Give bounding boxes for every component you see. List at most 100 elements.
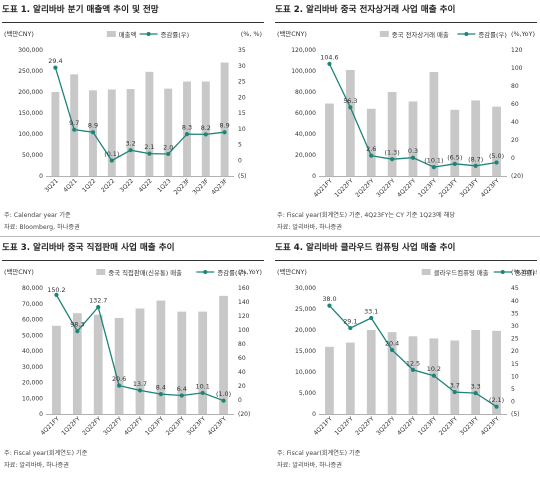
growth-point xyxy=(75,329,80,334)
y-axis-left-label: (백만CNY) xyxy=(4,29,34,38)
data-label: (5.0) xyxy=(489,152,504,160)
chart-svg: (백만CNY) (%,YoY) 중국 전자상거래 매출 증감률(우) 0 20,000 40… xyxy=(277,29,535,199)
y-tick-right: 140 xyxy=(238,299,250,306)
bar xyxy=(201,81,210,176)
y-axis-left-label: (백만CNY) xyxy=(277,267,307,276)
legend-bar-swatch xyxy=(421,269,431,275)
y-tick-right: 5 xyxy=(238,142,242,149)
x-tick-label: 2Q23F xyxy=(173,177,192,196)
y-tick-left: 30,000 xyxy=(22,364,43,371)
data-label: (2.1) xyxy=(489,396,504,404)
y-tick-left: 120,000 xyxy=(291,47,316,54)
growth-point xyxy=(494,404,499,409)
y-tick-right: (20) xyxy=(511,173,523,180)
legend-line-marker xyxy=(500,270,505,274)
bar xyxy=(492,106,501,176)
title-divider xyxy=(275,22,537,23)
growth-point xyxy=(137,388,143,393)
y-tick-right: 10 xyxy=(238,126,246,133)
x-tick-label: 2Q23FY xyxy=(438,177,460,199)
x-tick-label: 4Q21FY xyxy=(312,415,334,437)
legend-bar-swatch xyxy=(379,31,389,37)
y-tick-left: 0 xyxy=(312,173,316,180)
y-tick-right: 20 xyxy=(238,383,246,390)
y-tick-left: 250,000 xyxy=(18,68,43,75)
y-tick-right: 40 xyxy=(511,298,519,305)
bar xyxy=(408,101,418,176)
growth-point xyxy=(327,61,332,66)
growth-point xyxy=(221,398,226,403)
bar xyxy=(177,311,187,414)
bar xyxy=(145,71,154,176)
growth-point xyxy=(117,383,122,388)
bar xyxy=(52,325,61,414)
y-tick-right: 25 xyxy=(511,336,519,343)
x-tick-label: 2Q22FY xyxy=(81,415,103,437)
growth-point xyxy=(473,163,478,168)
x-tick-label: 4Q22FY xyxy=(396,415,418,437)
chart-svg: (백만CNY) (%, %) 매출액 증감률(우) 0 50,000 100,000 150,… xyxy=(4,29,262,196)
data-label: 38.0 xyxy=(322,295,336,303)
y-tick-right: 40 xyxy=(238,369,246,376)
y-tick-left: 50,000 xyxy=(22,332,43,339)
legend-line-marker xyxy=(146,32,151,36)
growth-point xyxy=(96,305,101,310)
section-divider xyxy=(0,236,540,237)
data-label: 2.0 xyxy=(163,143,173,151)
title-divider xyxy=(2,260,264,261)
x-tick-label: 3Q23FY xyxy=(459,415,481,437)
y-tick-left: 40,000 xyxy=(295,131,316,138)
data-label: 10.2 xyxy=(427,365,441,373)
x-tick-label: 4Q23FY xyxy=(207,415,229,437)
y-tick-left: 200,000 xyxy=(18,89,43,96)
y-tick-right: 35 xyxy=(238,47,246,54)
data-label: 8.9 xyxy=(88,122,98,130)
growth-point xyxy=(369,153,374,158)
chart-title: 도표 1. 알리바바 분기 매출액 추이 및 전망 xyxy=(2,5,159,15)
data-label: 12.5 xyxy=(406,359,420,367)
y-tick-right: 100 xyxy=(238,327,250,334)
y-tick-left: 50,000 xyxy=(22,152,43,159)
bar xyxy=(345,342,355,414)
x-tick-label: 3Q22 xyxy=(119,177,136,194)
data-label: 98.3 xyxy=(70,321,84,329)
y-tick-right: 160 xyxy=(238,285,250,292)
data-label: 2.1 xyxy=(144,143,154,151)
bar xyxy=(387,332,397,414)
data-label: 8.4 xyxy=(156,384,166,392)
bar xyxy=(107,89,116,176)
growth-point xyxy=(390,347,395,353)
data-label: 13.7 xyxy=(133,380,147,388)
x-tick-label: 4Q21 xyxy=(62,177,79,194)
y-tick-left: 100,000 xyxy=(291,68,316,75)
y-tick-left: 15,000 xyxy=(295,348,316,355)
bar xyxy=(51,92,60,176)
data-label: (0.1) xyxy=(104,150,119,158)
growth-point xyxy=(53,65,58,70)
growth-point xyxy=(327,303,332,308)
legend-line-marker xyxy=(464,32,469,36)
chart-title: 도표 4. 알리바바 클라우드 컴퓨팅 사업 매출 추이 xyxy=(275,243,456,253)
growth-point xyxy=(369,315,374,321)
x-tick-label: 3Q23FY xyxy=(459,177,481,199)
data-label: 10.1 xyxy=(196,382,210,390)
data-label: 20.4 xyxy=(385,339,399,347)
y-axis-right-label: (%,YoY) xyxy=(238,268,262,276)
y-axis-right-label: (%,YoY) xyxy=(511,268,535,276)
bar xyxy=(325,346,334,414)
growth-point xyxy=(54,292,59,297)
chart-panel-3: 도표 3. 알리바바 중국 직접판매 사업 매출 추이 (백만CNY) (%,Yo… xyxy=(2,240,267,476)
x-tick-label: 4Q22FY xyxy=(396,177,418,199)
x-tick-label: 4Q21FY xyxy=(312,177,334,199)
data-label: 29.4 xyxy=(48,57,62,65)
legend-line-label: 증감률(우) xyxy=(217,269,246,277)
legend-bar-swatch xyxy=(96,269,106,275)
y-tick-right: 0 xyxy=(511,155,515,162)
x-tick-label: 4Q23F xyxy=(210,177,229,196)
bar xyxy=(156,300,166,414)
y-tick-right: 120 xyxy=(511,47,523,54)
x-tick-label: 2Q22 xyxy=(100,177,117,194)
growth-point xyxy=(431,164,436,170)
legend-bar-label: 클라우드컴퓨팅 매출 xyxy=(434,268,489,277)
y-tick-left: 20,000 xyxy=(295,327,316,334)
